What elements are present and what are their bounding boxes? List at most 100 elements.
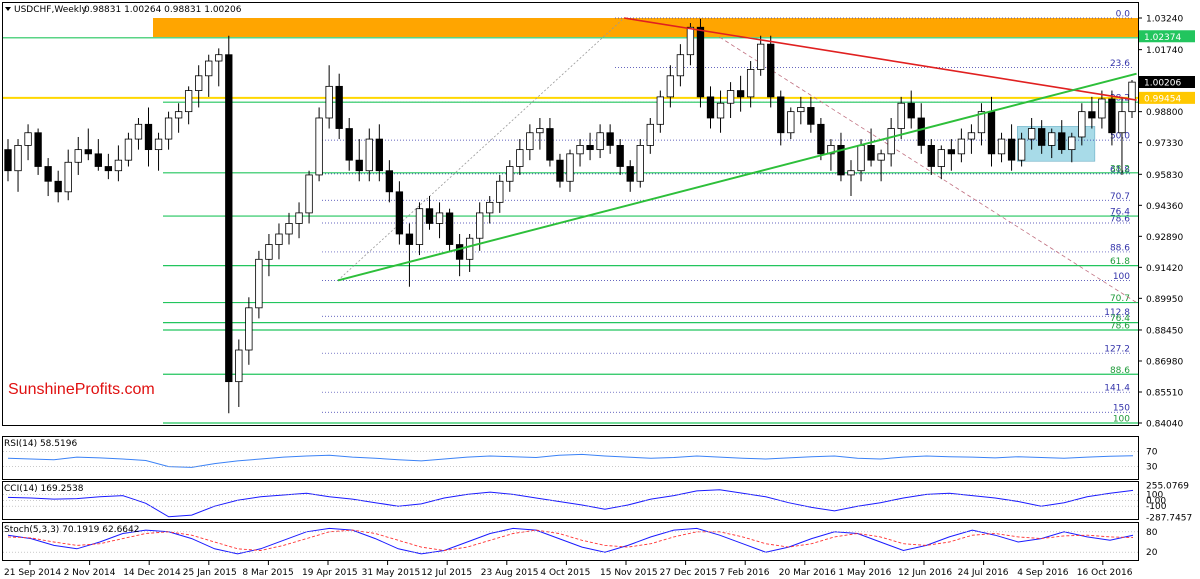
candle-body — [1068, 136, 1076, 151]
candle-body — [767, 43, 775, 98]
candle-body — [857, 145, 865, 172]
candle-body — [987, 111, 996, 155]
fib-label-green: 61.8 — [1110, 257, 1130, 267]
cci-level-label: 0.00 — [1146, 496, 1166, 506]
candle-body — [777, 96, 785, 134]
dashed-gray-trendline — [337, 17, 625, 281]
candle-body — [1027, 128, 1036, 140]
candle-body — [1048, 132, 1056, 146]
candle-body — [867, 145, 875, 161]
x-tick-label: 23 Aug 2015 — [481, 568, 539, 578]
x-tick-label: 12 Jun 2016 — [898, 568, 952, 578]
red-resistance-trendline — [623, 17, 1137, 101]
candle-body — [626, 166, 634, 182]
candle-body — [877, 153, 885, 161]
candle-body — [887, 128, 895, 155]
y-tick-label: 0.98800 — [1146, 108, 1183, 118]
candle-body — [546, 128, 554, 161]
candle-body — [1108, 98, 1116, 134]
candle-body — [516, 149, 524, 167]
price-tag-label: 1.02374 — [1144, 33, 1181, 43]
fib-label-green: 70.7 — [1110, 294, 1130, 304]
collapse-triangle-icon[interactable] — [5, 7, 11, 11]
x-tick-label: 12 Jul 2015 — [421, 568, 472, 578]
candle-body — [817, 123, 825, 155]
candle-body — [566, 153, 574, 182]
stoch-panel-frame — [2, 522, 1139, 561]
candle-body — [144, 123, 153, 151]
candle-body — [1007, 138, 1016, 161]
candle-body — [124, 138, 133, 161]
stoch-level-label: 20 — [1146, 548, 1158, 558]
candle-body — [1098, 98, 1106, 119]
candle-body — [837, 145, 845, 176]
price-tag-label: 0.99454 — [1144, 94, 1181, 104]
candle-body — [947, 149, 956, 155]
dashed-pink-trendline — [719, 36, 1137, 303]
fib-label-blue: 127.2 — [1104, 345, 1130, 355]
y-tick-label: 0.94360 — [1146, 202, 1183, 212]
candle-body — [34, 132, 42, 167]
fib-label-blue: 70.7 — [1110, 192, 1130, 202]
panel-frames — [2, 2, 1139, 561]
fib-label-green: 76.4 — [1110, 314, 1130, 324]
candle-body — [726, 90, 735, 104]
cci-level-label: 100 — [1146, 490, 1163, 500]
cci-label: CCI(14) 169.2538 — [4, 484, 84, 494]
candle-body — [1118, 111, 1126, 134]
stoch-k-line — [7, 527, 1134, 555]
candle-body — [937, 149, 945, 167]
candle-body — [967, 132, 976, 140]
candle-body — [365, 138, 373, 172]
candle-body — [757, 43, 765, 70]
candle-body — [44, 166, 52, 182]
cci-panel-frame — [2, 481, 1139, 520]
candle-body — [215, 54, 223, 62]
resistance-zone — [153, 18, 1138, 37]
x-tick-label: 4 Sep 2016 — [1017, 568, 1069, 578]
candle-body — [154, 138, 163, 151]
candle-body — [676, 54, 685, 77]
candle-body — [1058, 132, 1066, 151]
candle-body — [4, 149, 12, 172]
y-tick-label: 0.85510 — [1146, 388, 1183, 398]
x-tick-label: 21 Sep 2014 — [4, 568, 61, 578]
cci-line — [7, 489, 1134, 518]
x-tick-label: 14 Dec 2014 — [123, 568, 181, 578]
candle-body — [957, 138, 966, 155]
stoch-level-label: 80 — [1146, 528, 1158, 538]
cci-level-label: -100 — [1146, 502, 1167, 512]
candle-body — [415, 208, 424, 245]
candle-body — [787, 111, 795, 134]
x-tick-label: 7 Feb 2016 — [719, 568, 770, 578]
candle-body — [465, 237, 474, 260]
candle-body — [556, 159, 564, 182]
watermark: SunshineProfits.com — [8, 381, 155, 398]
rsi-label: RSI(14) 58.5196 — [4, 439, 77, 449]
fib-label-blue: 112.8 — [1104, 308, 1130, 318]
candle-body — [445, 212, 454, 245]
fib-label-green: 100 — [1113, 415, 1130, 425]
candle-body — [736, 90, 745, 98]
y-tick-label: 0.92890 — [1146, 233, 1183, 243]
candle-body — [74, 149, 82, 163]
fib-label-green: 78.6 — [1110, 321, 1130, 331]
candle-body — [375, 138, 383, 172]
candle-body — [435, 212, 444, 224]
candle-body — [84, 149, 92, 155]
candle-body — [606, 132, 614, 146]
symbol-label: USDCHF,Weekly — [14, 5, 87, 15]
y-tick-label: 0.84040 — [1146, 420, 1183, 430]
price-tag — [1139, 91, 1195, 104]
candle-body — [174, 111, 183, 119]
candle-body — [235, 349, 243, 383]
candle-body — [184, 90, 193, 113]
candle-body — [1078, 111, 1086, 138]
stoch-label: Stoch(5,3,3) 70.1919 62.6642 — [4, 525, 139, 535]
x-tick-label: 15 Nov 2015 — [600, 568, 658, 578]
candle-body — [325, 85, 333, 119]
candle-body — [706, 96, 715, 119]
candle-body — [164, 117, 173, 140]
x-tick-label: 19 Apr 2015 — [302, 568, 358, 578]
fib-label-blue: 0.0 — [1116, 10, 1131, 20]
